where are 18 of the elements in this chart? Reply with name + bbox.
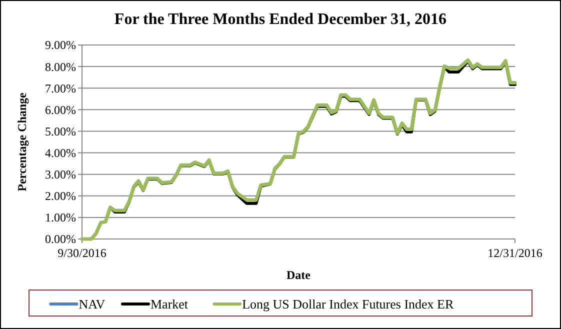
chart-title: For the Three Months Ended December 31, 2016 [114,11,447,28]
y-tick-label: 6.00% [45,102,76,117]
y-tick-label: 0.00% [45,232,76,246]
legend-label: NAV [78,296,106,312]
x-tick-label: 9/30/2016 [58,246,106,260]
y-axis-title: Percentage Change [15,92,29,192]
y-tick-label: 5.00% [45,124,76,138]
x-axis-title: Date [286,268,312,282]
y-tick-label: 9.00% [45,38,76,52]
legend-label: Market [150,296,188,312]
y-tick-label: 3.00% [45,168,76,182]
y-tick-label: 7.00% [45,81,76,96]
y-tick-label: 8.00% [45,60,76,74]
legend-label: Long US Dollar Index Futures Index ER [242,296,454,312]
y-tick-label: 2.00% [45,189,76,204]
y-tick-label: 1.00% [45,210,76,225]
y-tick-label: 4.00% [45,146,76,160]
x-tick-label: 12/31/2016 [488,246,542,260]
